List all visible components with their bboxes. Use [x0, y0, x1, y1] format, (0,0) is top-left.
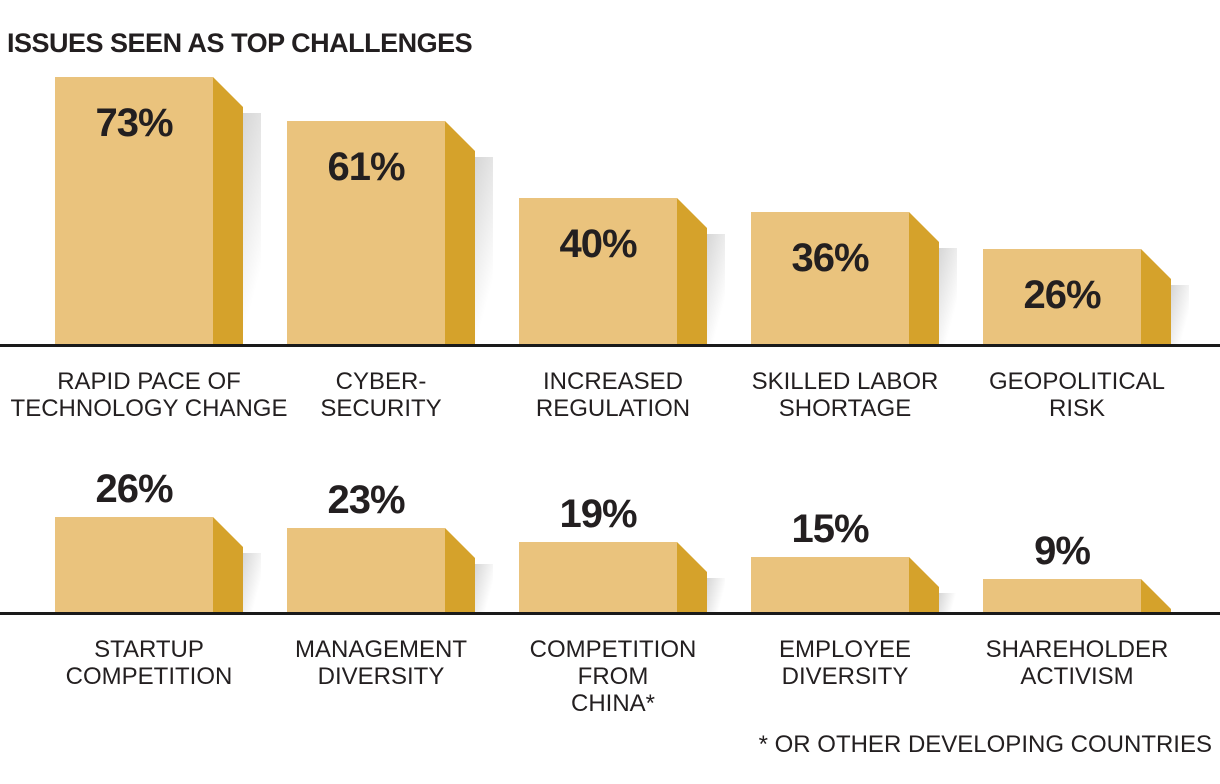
bar-value-label: 19%	[559, 492, 637, 536]
bar	[287, 528, 493, 612]
bar-label-competition-from-china: COMPETITION FROM CHINA*	[529, 636, 697, 717]
bar-label-shareholder-activism: SHAREHOLDER ACTIVISM	[985, 636, 1169, 690]
bar-3d-side	[445, 121, 475, 344]
bar-group-cyber-security: 61%	[287, 121, 493, 344]
bar-value-label: 40%	[559, 222, 637, 266]
bar-row-2: 26% 23% 19% 15% 9%	[55, 0, 1171, 612]
axis-baseline-row-2	[0, 612, 1220, 615]
bar	[55, 517, 261, 612]
bar: 36%	[751, 212, 957, 344]
bar-group-geopolitical-risk: 26%	[983, 249, 1189, 344]
bar-face	[55, 517, 213, 612]
bar	[751, 557, 957, 612]
bar-label-skilled-labor-shortage: SKILLED LABOR SHORTAGE	[751, 368, 939, 422]
bar-group-skilled-labor-shortage: 36%	[751, 212, 957, 344]
bar-face	[287, 528, 445, 612]
bar: 40%	[519, 198, 725, 344]
bar-face: 36%	[751, 212, 909, 344]
bar-value-label: 23%	[327, 478, 405, 522]
bar-value-label: 26%	[1023, 273, 1101, 317]
bar-group-management-diversity: 23%	[287, 478, 493, 612]
bar-face	[751, 557, 909, 612]
bar-group-competition-from-china: 19%	[519, 492, 725, 612]
bar-label-employee-diversity: EMPLOYEE DIVERSITY	[778, 636, 912, 690]
bar-face: 26%	[983, 249, 1141, 344]
label-row-1: RAPID PACE OF TECHNOLOGY CHANGE CYBER- S…	[10, 368, 1171, 422]
bar-3d-side	[909, 557, 939, 612]
bar-group-employee-diversity: 15%	[751, 507, 957, 612]
label-row-2: STARTUP COMPETITION MANAGEMENT DIVERSITY…	[55, 636, 1171, 717]
chart-title: ISSUES SEEN AS TOP CHALLENGES	[7, 28, 473, 58]
bar-value-label: 73%	[95, 101, 173, 145]
bar-label-management-diversity: MANAGEMENT DIVERSITY	[294, 636, 467, 690]
bar-3d-side	[213, 77, 243, 344]
bar-label-cyber-security: CYBER- SECURITY	[320, 368, 442, 422]
bar: 61%	[287, 121, 493, 344]
bar-label-rapid-pace-of-technology-change: RAPID PACE OF TECHNOLOGY CHANGE	[10, 368, 288, 422]
bar	[983, 579, 1171, 612]
bar-row-1: 73% 61% 40% 36% 26%	[55, 0, 1189, 344]
bar-3d-side	[213, 517, 243, 612]
bar-group-shareholder-activism: 9%	[983, 531, 1171, 612]
bar-group-increased-regulation: 40%	[519, 198, 725, 344]
bar-3d-side	[445, 528, 475, 612]
bar-label-startup-competition: STARTUP COMPETITION	[65, 636, 233, 690]
bar-value-label: 36%	[791, 236, 869, 280]
bar-label-increased-regulation: INCREASED REGULATION	[535, 368, 691, 422]
bar-value-label: 9%	[1034, 529, 1091, 573]
bar-face: 40%	[519, 198, 677, 344]
bar-3d-side	[1141, 579, 1171, 612]
bar-group-startup-competition: 26%	[55, 467, 261, 612]
footnote: * OR OTHER DEVELOPING COUNTRIES	[758, 731, 1212, 758]
bar-label-geopolitical-risk: GEOPOLITICAL RISK	[988, 368, 1166, 422]
bar-face	[519, 542, 677, 612]
bar: 73%	[55, 77, 261, 344]
bar-value-label: 61%	[327, 145, 405, 189]
axis-baseline-row-1	[0, 344, 1220, 347]
bar-face	[983, 579, 1141, 612]
bar-group-rapid-pace-of-technology-change: 73%	[55, 77, 261, 344]
bar-face: 61%	[287, 121, 445, 344]
bar: 26%	[983, 249, 1189, 344]
bar-3d-side	[677, 542, 707, 612]
bar	[519, 542, 725, 612]
bar-face: 73%	[55, 77, 213, 344]
bar-value-label: 26%	[95, 467, 173, 511]
bar-value-label: 15%	[791, 507, 869, 551]
